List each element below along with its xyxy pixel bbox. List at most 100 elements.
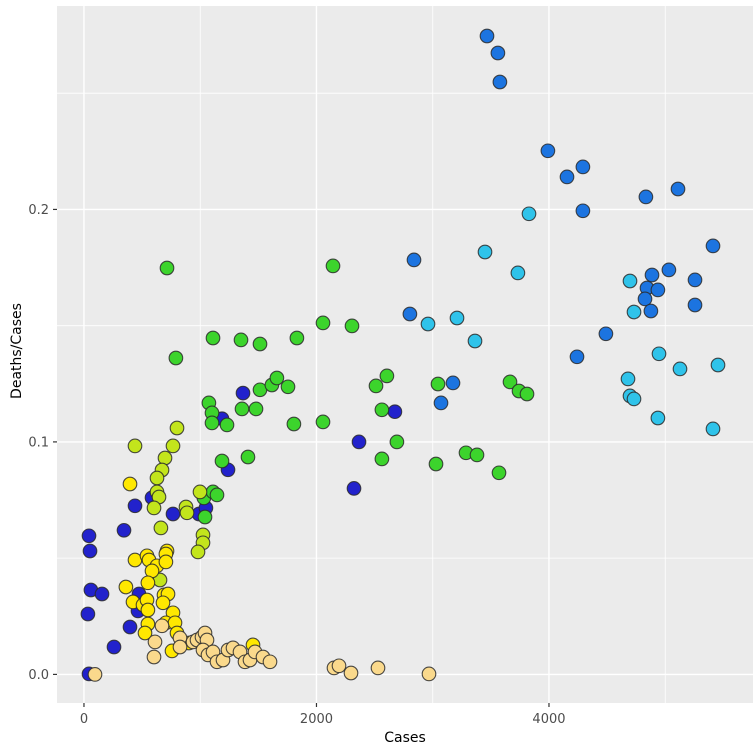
data-point-blue — [687, 297, 703, 313]
data-point-green — [234, 401, 250, 417]
data-point-blue — [540, 143, 556, 159]
data-point-green — [219, 417, 235, 433]
x-tick-label: 0 — [80, 712, 88, 727]
y-tick-label: 0.1 — [28, 435, 49, 450]
data-point-cyan — [620, 371, 636, 387]
data-point-blue — [643, 303, 659, 319]
x-tick-label: 2000 — [300, 712, 333, 727]
data-point-cyan — [477, 244, 493, 260]
data-point-navy — [351, 434, 367, 450]
data-point-yellow — [140, 602, 156, 618]
data-point-blue — [637, 291, 653, 307]
data-point-navy — [387, 404, 403, 420]
data-point-lime — [127, 438, 143, 454]
data-point-yellow — [140, 575, 156, 591]
data-point-cyan — [521, 206, 537, 222]
data-point-green — [519, 386, 535, 402]
data-point-green — [214, 453, 230, 469]
data-point-sand — [262, 654, 278, 670]
data-point-green — [430, 376, 446, 392]
data-point-green — [315, 315, 331, 331]
data-point-lime — [179, 505, 195, 521]
data-point-blue — [598, 326, 614, 342]
data-point-blue — [402, 306, 418, 322]
data-point-lime — [153, 520, 169, 536]
data-point-sand — [343, 665, 359, 681]
data-point-green — [491, 465, 507, 481]
data-point-navy — [122, 619, 138, 635]
data-point-yellow — [158, 554, 174, 570]
data-point-green — [209, 487, 225, 503]
data-point-lime — [146, 500, 162, 516]
data-point-yellow — [137, 625, 153, 641]
data-point-green — [389, 434, 405, 450]
data-point-green — [379, 368, 395, 384]
data-point-navy — [235, 385, 251, 401]
x-axis-title: Cases — [384, 730, 426, 746]
data-point-sand — [172, 639, 188, 655]
data-point-blue — [638, 189, 654, 205]
data-point-green — [469, 447, 485, 463]
data-point-yellow — [118, 579, 134, 595]
data-point-sand — [154, 618, 170, 634]
data-point-blue — [406, 252, 422, 268]
y-tick-label: 0.0 — [28, 668, 49, 683]
data-point-blue — [661, 262, 677, 278]
data-point-blue — [490, 45, 506, 61]
data-point-blue — [687, 272, 703, 288]
data-point-yellow — [122, 476, 138, 492]
y-tick-label: 0.2 — [28, 203, 49, 218]
data-point-navy — [165, 506, 181, 522]
data-point-cyan — [622, 273, 638, 289]
data-point-blue — [569, 349, 585, 365]
data-point-green — [168, 350, 184, 366]
data-point-cyan — [510, 265, 526, 281]
data-point-lime — [192, 484, 208, 500]
data-point-green — [269, 370, 285, 386]
data-point-green — [233, 332, 249, 348]
data-point-green — [289, 330, 305, 346]
data-point-blue — [705, 238, 721, 254]
data-point-green — [374, 402, 390, 418]
data-point-green — [325, 258, 341, 274]
data-point-green — [197, 509, 213, 525]
data-point-yellow — [155, 595, 171, 611]
data-point-navy — [106, 639, 122, 655]
data-point-lime — [169, 420, 185, 436]
data-point-navy — [346, 481, 362, 496]
data-point-blue — [559, 169, 575, 185]
data-point-cyan — [710, 357, 726, 373]
data-point-green — [374, 451, 390, 467]
data-point-green — [315, 414, 331, 430]
data-point-green — [204, 415, 220, 431]
data-point-cyan — [651, 346, 667, 362]
data-point-blue — [445, 375, 461, 391]
data-point-sand — [331, 658, 347, 674]
data-point-cyan — [650, 410, 666, 426]
data-point-sand — [421, 666, 437, 682]
data-point-sand — [87, 667, 103, 682]
data-point-blue — [670, 181, 686, 197]
data-point-cyan — [467, 333, 483, 349]
y-axis-title: Deaths/Cases — [9, 303, 25, 399]
data-point-cyan — [420, 316, 436, 332]
data-point-green — [240, 449, 256, 465]
x-tick-label: 4000 — [532, 712, 565, 727]
data-point-navy — [94, 586, 110, 602]
data-point-cyan — [672, 361, 688, 377]
data-point-lime — [149, 470, 165, 486]
data-point-cyan — [626, 391, 642, 407]
data-point-sand — [147, 634, 163, 650]
data-point-blue — [433, 395, 449, 411]
data-point-navy — [127, 498, 143, 514]
data-point-blue — [575, 203, 591, 219]
data-point-lime — [190, 544, 206, 560]
data-point-green — [252, 336, 268, 352]
data-point-green — [344, 318, 360, 334]
data-point-cyan — [626, 304, 642, 320]
data-point-navy — [82, 543, 98, 559]
data-point-green — [286, 416, 302, 432]
data-point-navy — [81, 528, 97, 544]
data-point-green — [159, 260, 175, 276]
